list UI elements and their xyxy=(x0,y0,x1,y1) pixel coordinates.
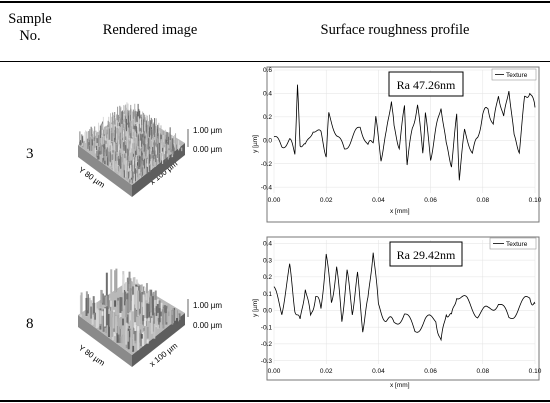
header-roughness-profile: Surface roughness profile xyxy=(320,22,470,38)
y-tick-label: -0.4 xyxy=(261,184,273,191)
y-tick-label: 0.0 xyxy=(263,137,272,144)
x-axis-label: x [mm] xyxy=(390,382,410,389)
z-min-label: 0.00 µm xyxy=(193,145,222,154)
x-tick-label: 0.02 xyxy=(320,368,333,375)
y-tick-label: 0.2 xyxy=(263,114,272,121)
x-tick-label: 0.02 xyxy=(320,197,333,204)
y-axis-label: y [µm] xyxy=(252,135,259,153)
x-tick-label: 0.06 xyxy=(424,368,437,375)
y-tick-label: 0.4 xyxy=(263,91,272,98)
sample-number: 8 xyxy=(26,316,34,332)
y-axis-label: y [µm] xyxy=(252,299,259,317)
z-max-label: 1.00 µm xyxy=(193,301,222,310)
x-tick-label: 0.00 xyxy=(268,368,281,375)
ra-box xyxy=(388,71,464,97)
y-tick-label: -0.2 xyxy=(261,341,273,348)
y-tick-label: 0.2 xyxy=(263,274,272,281)
ra-value: Ra 29.42nm xyxy=(397,248,456,262)
y-tick-label: 0.4 xyxy=(263,241,272,248)
roughness-profile-chart: 0.00 0.02 0.04 0.06 0.08 0.10 0.6 0.4 0.2 0.0 -0.2… xyxy=(252,66,542,223)
surface-side-front xyxy=(78,145,132,197)
x-tick-label: 0.10 xyxy=(529,197,542,204)
header-sample-line2: No. xyxy=(19,28,41,44)
legend-box xyxy=(489,237,537,250)
header-sample-line1: Sample xyxy=(8,11,52,27)
table-top-rule xyxy=(0,1,550,3)
legend-label: Texture xyxy=(506,72,528,79)
legend-box xyxy=(491,68,537,81)
x-tick-label: 0.04 xyxy=(372,197,385,204)
texture-series-line xyxy=(273,252,536,342)
x-tick-label: 0.08 xyxy=(476,197,489,204)
rendered-surface-image: 1.00 µm 0.00 µm x 100 µm Y 80 µm xyxy=(77,268,222,369)
header-sample: Sample No. xyxy=(0,11,60,45)
ra-box xyxy=(389,241,463,267)
y-tick-label: 0.3 xyxy=(263,257,272,264)
sample-number: 3 xyxy=(26,146,34,162)
y-tick-label: 0.6 xyxy=(263,67,272,74)
x-tick-label: 0.00 xyxy=(268,197,281,204)
header-bottom-rule xyxy=(0,61,550,62)
surface-side-front xyxy=(78,315,132,367)
y-tick-label: -0.1 xyxy=(261,324,273,331)
x-tick-label: 0.06 xyxy=(424,197,437,204)
surface-plot xyxy=(78,102,189,197)
z-min-label: 0.00 µm xyxy=(193,321,222,330)
y-dim-label: Y 80 µm xyxy=(77,343,107,368)
y-tick-label: 0.1 xyxy=(263,291,272,298)
x-tick-label: 0.10 xyxy=(529,368,542,375)
legend-label: Texture xyxy=(506,241,528,248)
texture-series-line xyxy=(273,84,536,181)
table-bottom-rule xyxy=(0,400,550,402)
y-tick-label: -0.2 xyxy=(261,161,273,168)
roughness-profile-chart: 0.00 0.02 0.04 0.06 0.08 0.10 0.4 0.3 0.2 0.1 0.0 -… xyxy=(252,236,542,381)
header-rendered-image: Rendered image xyxy=(102,22,198,38)
x-axis-label: x [mm] xyxy=(390,208,410,215)
ra-value: Ra 47.26nm xyxy=(397,78,456,92)
surface-side-right xyxy=(132,313,185,367)
y-tick-label: 0.0 xyxy=(263,308,272,315)
surface-plot xyxy=(78,268,189,367)
x-tick-label: 0.08 xyxy=(476,368,489,375)
rendered-surface-image: 1.00 µm 0.00 µm x 100 µm Y 80 µm xyxy=(77,102,222,197)
x-tick-label: 0.04 xyxy=(372,368,385,375)
z-max-label: 1.00 µm xyxy=(193,126,222,135)
y-tick-label: -0.3 xyxy=(261,358,273,365)
